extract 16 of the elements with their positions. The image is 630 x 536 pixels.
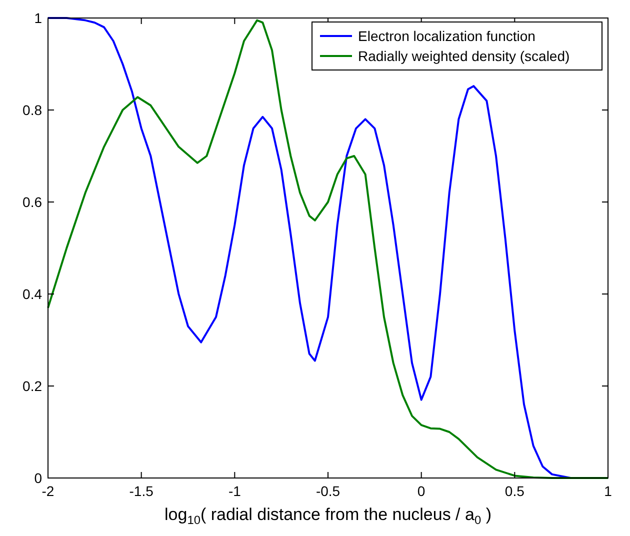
x-tick-label: -0.5 [316,483,340,499]
x-tick-label: 0.5 [504,483,525,499]
y-tick-label: 0.2 [22,378,42,394]
x-tick-label: -2 [42,483,54,499]
x-tick-label: -1 [228,483,242,499]
y-tick-label: 0.6 [22,194,42,210]
legend-label: Radially weighted density (scaled) [358,48,570,64]
x-tick-label: -1.5 [129,483,154,499]
x-axis-title: log$_{10}$( radial distance from the nucleus / a$_{0}$ ) [164,505,492,527]
y-tick-label: 0 [34,470,42,486]
y-tick-label: 0.4 [22,286,42,302]
legend-label: Electron localization function [358,28,536,44]
x-tick-label: 1 [604,483,612,499]
y-tick-label: 0.8 [22,102,42,118]
x-tick-label: 0 [417,483,426,499]
y-tick-label: 1 [34,10,42,26]
